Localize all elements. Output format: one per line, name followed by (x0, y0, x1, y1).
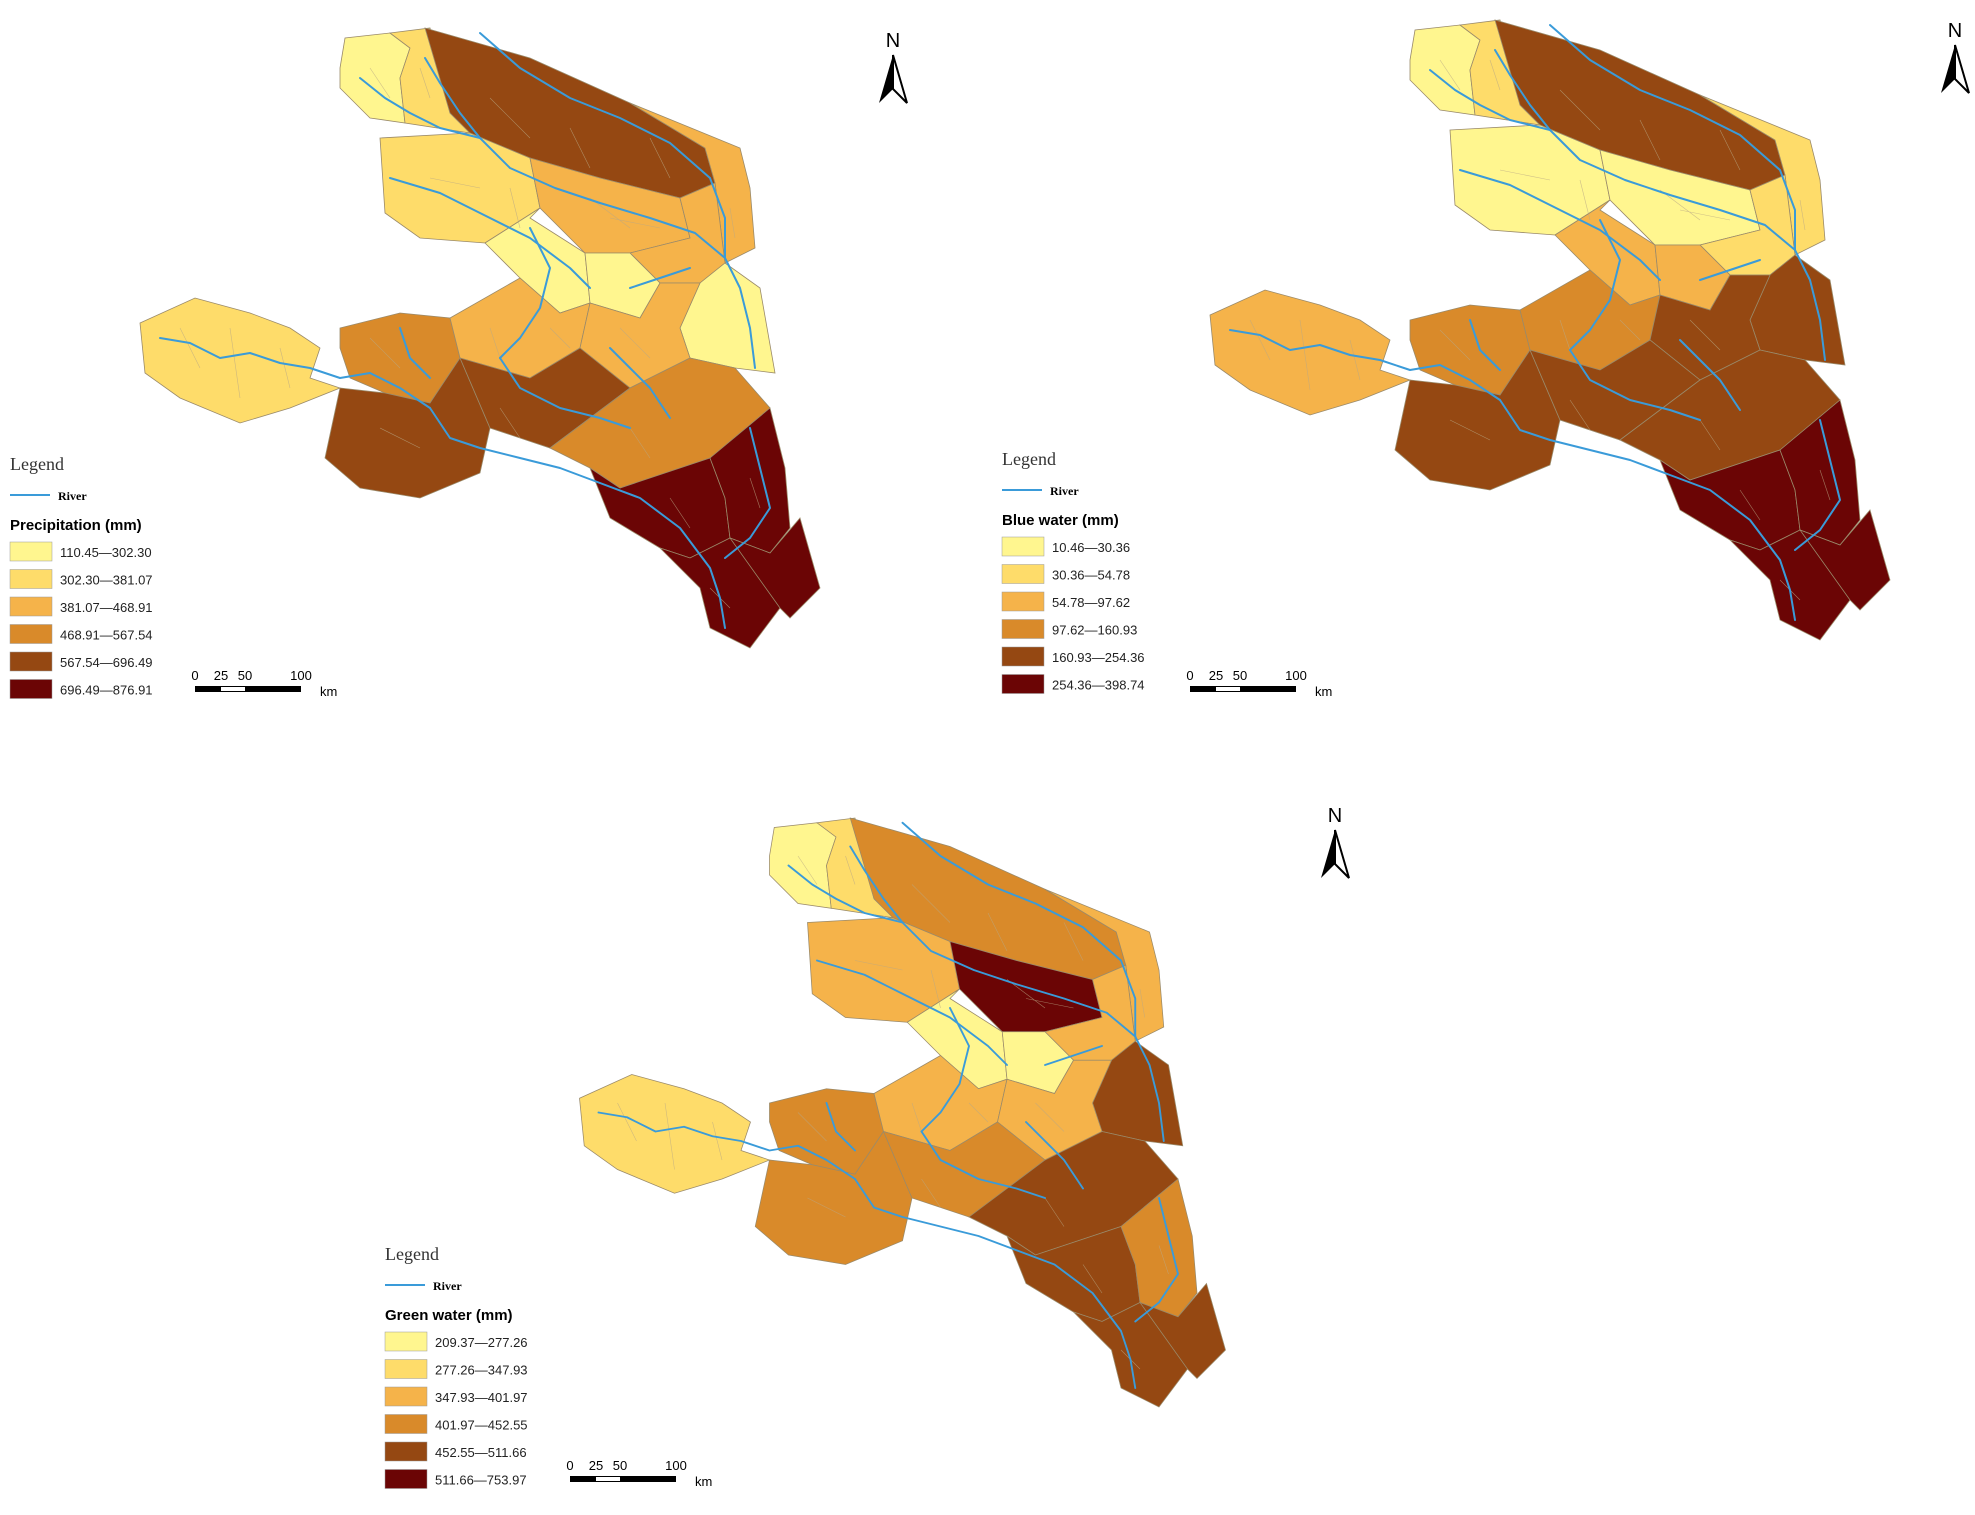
river-legend-label: River (433, 1279, 462, 1293)
scale-tick-label: 0 (1186, 668, 1193, 683)
legend-heading: Legend (1002, 449, 1056, 469)
legend-class-label: 347.93—401.97 (435, 1390, 528, 1405)
scale-tick-label: 100 (665, 1458, 687, 1473)
legend-class-label: 452.55—511.66 (435, 1445, 527, 1460)
legend-variable-title: Blue water (mm) (1002, 512, 1119, 529)
scale-tick-label: 25 (214, 668, 228, 683)
legend-swatch (9, 541, 53, 562)
scale-bar: 0 25 50 100 km (566, 1458, 712, 1489)
scale-tick-label: 50 (238, 668, 252, 683)
river-legend-label: River (1050, 484, 1079, 498)
legend-swatch (384, 1359, 428, 1379)
scale-bar: 0 25 50 100 km (1186, 668, 1332, 699)
scale-unit: km (695, 1474, 712, 1489)
scale-tick-label: 100 (290, 668, 312, 683)
legend-class-label: 302.30—381.07 (60, 573, 153, 588)
scale-tick-label: 0 (566, 1458, 573, 1473)
scale-tick-label: 25 (1209, 668, 1223, 683)
sub-basin (769, 822, 837, 909)
legend-swatch (1001, 674, 1045, 694)
scale-unit: km (320, 684, 337, 699)
north-label: N (1948, 20, 1962, 42)
legend-variable-title: Green water (mm) (385, 1307, 513, 1324)
north-label: N (886, 30, 900, 52)
map-panel-precipitation: N Legend River Precipitation (mm) 110.45—302… (9, 27, 908, 699)
scale-tick-label: 50 (1233, 668, 1247, 683)
legend-swatch (1001, 619, 1045, 639)
legend-class-label: 97.62—160.93 (1052, 623, 1137, 638)
river-legend-label: River (58, 489, 87, 503)
north-arrow-icon: N (1320, 805, 1350, 879)
legend-swatch (384, 1414, 428, 1434)
scale-unit: km (1315, 684, 1332, 699)
legend-class-label: 209.37—277.26 (435, 1335, 528, 1350)
legend-heading: Legend (10, 454, 64, 474)
legend-heading: Legend (385, 1244, 439, 1264)
legend-class-label: 381.07—468.91 (60, 600, 153, 615)
legend: Legend River Blue water (mm) 10.46—30.36 30.… (1001, 449, 1145, 694)
map-panel-blue-water: N Legend River Blue water (mm) 10.46—30.36 30… (1001, 19, 1970, 699)
legend-class-label: 54.78—97.62 (1052, 595, 1130, 610)
legend-class-label: 160.93—254.36 (1052, 650, 1145, 665)
scale-tick-label: 0 (191, 668, 198, 683)
map-panel-green-water: N Legend River Green water (mm) 209.37—277.2… (384, 805, 1350, 1489)
sub-basin (579, 1074, 770, 1194)
legend-swatch (1001, 564, 1045, 584)
legend-swatch (384, 1386, 428, 1407)
legend-swatch (9, 679, 53, 699)
legend-variable-title: Precipitation (mm) (10, 517, 142, 534)
legend-swatch (1001, 646, 1045, 667)
legend-class-label: 696.49—876.91 (60, 683, 153, 698)
legend-class-label: 567.54—696.49 (60, 655, 153, 670)
sub-basin (139, 297, 341, 424)
legend-class-label: 10.46—30.36 (1052, 540, 1130, 555)
legend: Legend River Green water (mm) 209.37—277.26… (384, 1244, 528, 1489)
legend-class-label: 277.26—347.93 (435, 1363, 528, 1378)
basin-map-green-water (579, 817, 1226, 1408)
legend-swatch (9, 569, 53, 589)
north-arrow-icon: N (1940, 20, 1970, 94)
legend-class-label: 110.45—302.30 (60, 545, 152, 560)
sub-basin (1209, 289, 1411, 416)
legend-class-label: 468.91—567.54 (60, 628, 153, 643)
legend-swatch (9, 651, 53, 672)
sub-basin (1409, 24, 1481, 116)
legend-swatch (1001, 591, 1045, 612)
scale-tick-label: 25 (589, 1458, 603, 1473)
legend-class-label: 401.97—452.55 (435, 1418, 528, 1433)
legend-swatch (384, 1331, 428, 1352)
legend-swatch (384, 1469, 428, 1489)
sub-basin (339, 32, 411, 124)
north-label: N (1328, 805, 1342, 827)
legend-class-label: 254.36—398.74 (1052, 678, 1145, 693)
basin-map-precipitation (139, 27, 821, 649)
scale-tick-label: 50 (613, 1458, 627, 1473)
legend-class-label: 30.36—54.78 (1052, 568, 1130, 583)
scale-bar: 0 25 50 100 km (191, 668, 337, 699)
legend-class-label: 511.66—753.97 (435, 1473, 527, 1488)
legend: Legend River Precipitation (mm) 110.45—302.… (9, 454, 153, 699)
legend-swatch (1001, 536, 1045, 557)
north-arrow-icon: N (878, 30, 908, 104)
legend-swatch (384, 1441, 428, 1462)
legend-swatch (9, 624, 53, 644)
basin-map-blue-water (1209, 19, 1891, 641)
legend-swatch (9, 596, 53, 617)
scale-tick-label: 100 (1285, 668, 1307, 683)
